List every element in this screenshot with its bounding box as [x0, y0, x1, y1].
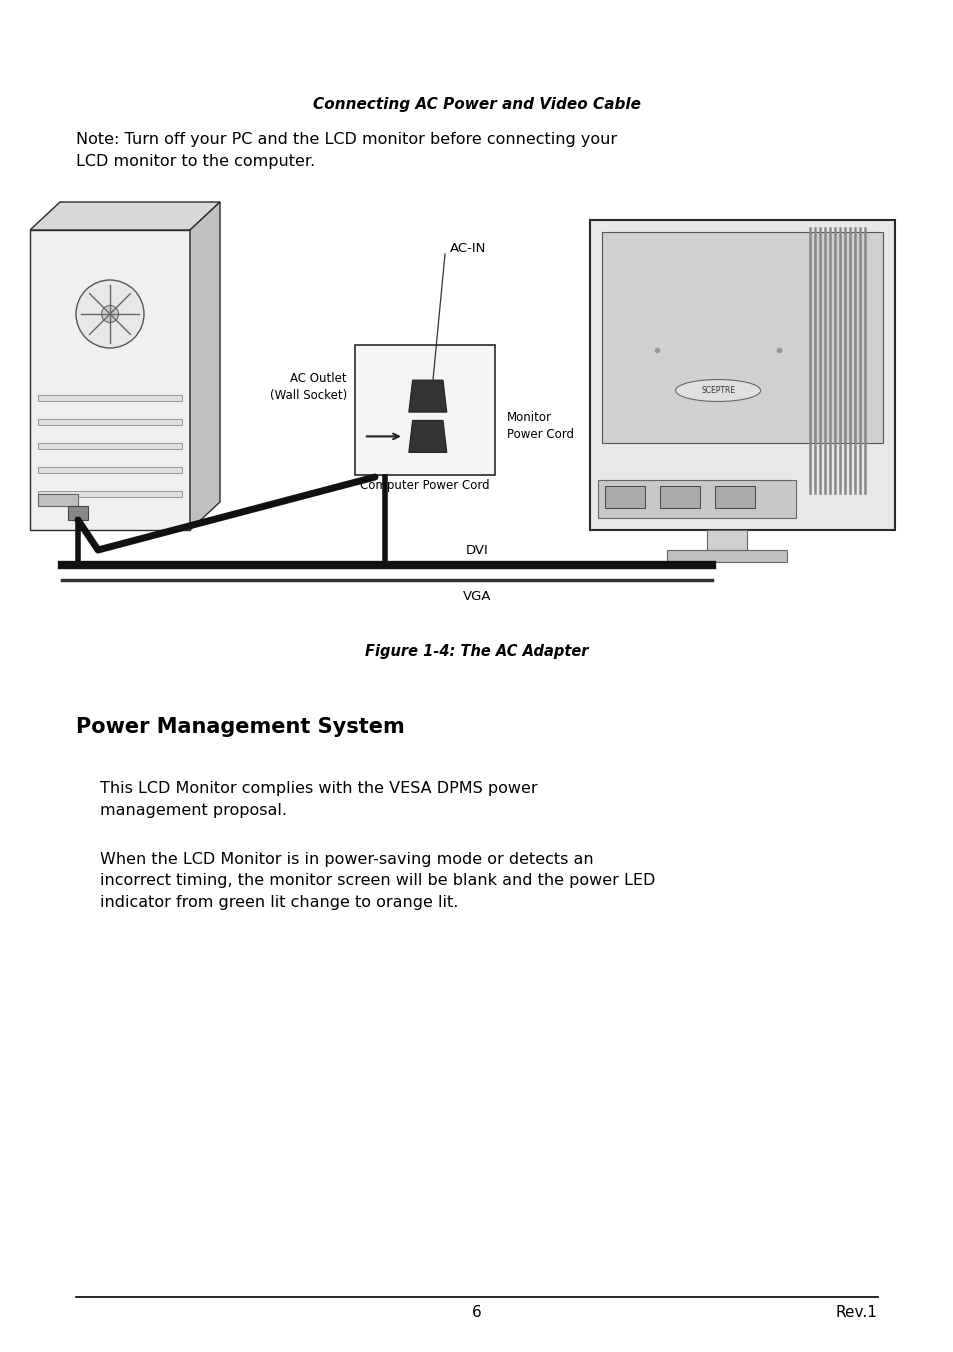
Bar	[598, 480, 796, 518]
Text: Computer Power Cord: Computer Power Cord	[359, 479, 489, 492]
Polygon shape	[30, 201, 220, 230]
Text: This LCD Monitor complies with the VESA DPMS power
management proposal.: This LCD Monitor complies with the VESA …	[100, 781, 537, 818]
Bar	[68, 506, 88, 521]
Text: 6: 6	[472, 1305, 481, 1320]
Bar	[38, 443, 182, 449]
Bar	[30, 230, 190, 530]
Circle shape	[76, 280, 144, 347]
Bar	[38, 419, 182, 425]
Polygon shape	[190, 201, 220, 530]
Text: SCEPTRE: SCEPTRE	[700, 387, 735, 395]
Text: Note: Turn off your PC and the LCD monitor before connecting your
LCD monitor to: Note: Turn off your PC and the LCD monit…	[76, 132, 617, 169]
Text: VGA: VGA	[462, 589, 491, 603]
Bar	[601, 233, 882, 443]
Text: Power Management System: Power Management System	[76, 717, 405, 737]
Text: Rev.1: Rev.1	[835, 1305, 877, 1320]
Circle shape	[101, 306, 118, 323]
Text: AC Outlet
(Wall Socket): AC Outlet (Wall Socket)	[270, 372, 347, 402]
Bar	[659, 487, 700, 508]
Text: Monitor
Power Cord: Monitor Power Cord	[506, 411, 574, 441]
Text: AC-IN: AC-IN	[450, 242, 486, 254]
Polygon shape	[409, 380, 446, 412]
Text: DVI: DVI	[465, 544, 488, 557]
Bar	[666, 550, 786, 562]
Ellipse shape	[675, 380, 760, 402]
Text: Figure 1-4: The AC Adapter: Figure 1-4: The AC Adapter	[365, 644, 588, 658]
Text: When the LCD Monitor is in power-saving mode or detects an
incorrect timing, the: When the LCD Monitor is in power-saving …	[100, 852, 655, 910]
Bar	[38, 466, 182, 473]
Bar	[355, 345, 495, 475]
Bar	[38, 491, 182, 498]
Bar	[706, 530, 746, 550]
Bar	[38, 395, 182, 402]
Bar	[589, 220, 894, 530]
Bar	[38, 493, 78, 506]
Bar	[714, 487, 754, 508]
Polygon shape	[409, 420, 446, 453]
Bar	[604, 487, 644, 508]
Text: Connecting AC Power and Video Cable: Connecting AC Power and Video Cable	[313, 97, 640, 112]
